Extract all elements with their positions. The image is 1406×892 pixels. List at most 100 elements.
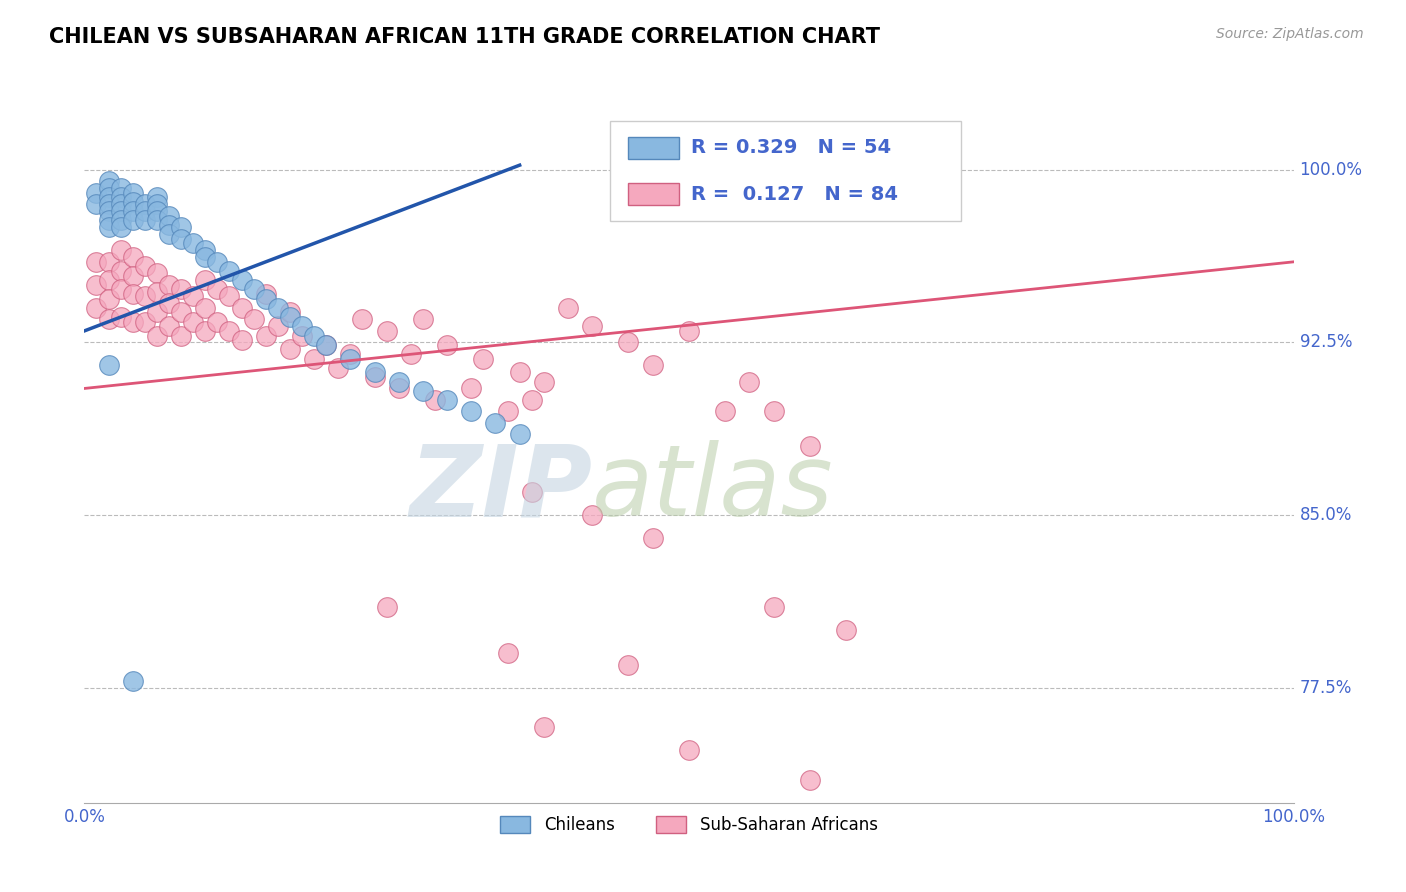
Point — [375, 600, 398, 615]
Text: 100.0%: 100.0% — [1299, 161, 1362, 178]
Point — [121, 315, 143, 329]
Point — [157, 209, 180, 223]
Point — [278, 310, 301, 324]
Point — [86, 197, 108, 211]
Point — [157, 319, 180, 334]
Point — [110, 190, 132, 204]
Point — [97, 292, 120, 306]
Point — [97, 190, 120, 204]
Point — [472, 351, 495, 366]
Point — [134, 315, 156, 329]
Point — [484, 416, 506, 430]
Point — [339, 351, 361, 366]
Point — [97, 273, 120, 287]
Point — [520, 392, 543, 407]
Point — [267, 301, 290, 315]
Point — [97, 255, 120, 269]
Point — [121, 204, 143, 219]
Point — [423, 392, 446, 407]
Text: CHILEAN VS SUBSAHARAN AFRICAN 11TH GRADE CORRELATION CHART: CHILEAN VS SUBSAHARAN AFRICAN 11TH GRADE… — [49, 27, 880, 46]
Text: 77.5%: 77.5% — [1299, 679, 1353, 697]
Text: ZIP: ZIP — [409, 441, 592, 537]
Point — [181, 289, 204, 303]
Point — [110, 310, 132, 324]
Point — [194, 273, 217, 287]
Point — [97, 174, 120, 188]
Point — [146, 197, 169, 211]
Point — [436, 337, 458, 351]
Point — [533, 720, 555, 734]
Point — [97, 197, 120, 211]
Point — [291, 328, 314, 343]
Point — [388, 381, 411, 395]
Point — [207, 255, 229, 269]
Point — [412, 384, 434, 398]
Point — [121, 287, 143, 301]
Point — [194, 244, 217, 258]
Point — [110, 181, 132, 195]
Point — [121, 213, 143, 227]
Point — [714, 404, 737, 418]
Point — [617, 657, 640, 672]
Point — [254, 292, 277, 306]
Point — [170, 220, 193, 235]
Point — [339, 347, 361, 361]
Point — [436, 392, 458, 407]
Point — [86, 277, 108, 292]
Point — [399, 347, 422, 361]
Point — [146, 204, 169, 219]
Point — [363, 365, 385, 379]
Point — [799, 772, 821, 787]
Point — [110, 244, 132, 258]
Text: R = 0.329   N = 54: R = 0.329 N = 54 — [692, 138, 891, 157]
Point — [97, 181, 120, 195]
Point — [121, 194, 143, 209]
Point — [207, 283, 229, 297]
Text: R =  0.127   N = 84: R = 0.127 N = 84 — [692, 185, 898, 203]
Point — [231, 273, 253, 287]
Point — [533, 375, 555, 389]
Point — [146, 213, 169, 227]
Point — [86, 186, 108, 200]
Point — [315, 337, 337, 351]
Point — [146, 285, 169, 299]
Point — [110, 264, 132, 278]
Point — [134, 197, 156, 211]
Point — [121, 673, 143, 688]
Point — [509, 365, 531, 379]
Point — [146, 190, 169, 204]
Point — [762, 404, 785, 418]
Point — [242, 312, 264, 326]
Point — [110, 283, 132, 297]
Point — [181, 236, 204, 251]
Point — [496, 404, 519, 418]
Point — [835, 623, 858, 637]
Point — [146, 328, 169, 343]
Point — [460, 381, 482, 395]
Point — [97, 312, 120, 326]
Point — [134, 204, 156, 219]
Legend: Chileans, Sub-Saharan Africans: Chileans, Sub-Saharan Africans — [494, 809, 884, 841]
Point — [799, 439, 821, 453]
Point — [302, 351, 325, 366]
Point — [278, 305, 301, 319]
Point — [254, 328, 277, 343]
Point — [146, 305, 169, 319]
Point — [412, 312, 434, 326]
Point — [242, 283, 264, 297]
Point — [231, 333, 253, 347]
Point — [121, 268, 143, 283]
Text: 85.0%: 85.0% — [1299, 506, 1353, 524]
FancyBboxPatch shape — [628, 184, 679, 205]
Point — [581, 319, 603, 334]
Point — [194, 301, 217, 315]
Point — [194, 324, 217, 338]
Point — [375, 324, 398, 338]
Point — [328, 360, 350, 375]
Text: 92.5%: 92.5% — [1299, 334, 1353, 351]
Point — [170, 328, 193, 343]
Point — [218, 264, 240, 278]
Point — [762, 600, 785, 615]
Point — [134, 260, 156, 274]
Point — [170, 232, 193, 246]
